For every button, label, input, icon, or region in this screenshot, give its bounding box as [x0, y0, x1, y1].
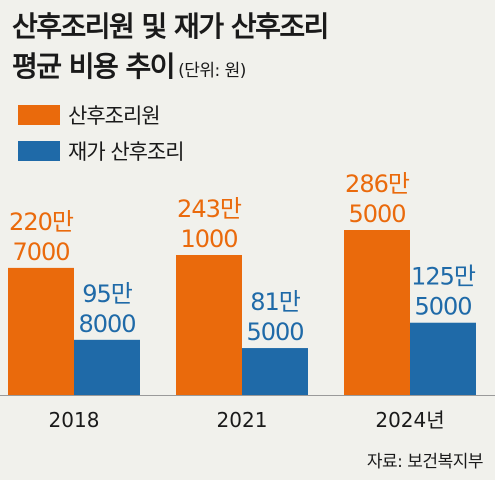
legend-item-0: 산후조리원	[18, 100, 161, 130]
bar-0-1	[176, 254, 242, 395]
legend-item-1: 재가 산후조리	[18, 136, 185, 166]
chart-title-text: 평균 비용 추이	[12, 50, 176, 83]
chart-title-line2: 평균 비용 추이 (단위: 원)	[12, 48, 246, 90]
data-label-0-0-1: 7000	[12, 238, 69, 266]
unit-label: (단위: 원)	[178, 61, 246, 81]
legend-swatch-0	[18, 105, 60, 125]
data-label-1-1-0: 81만	[250, 288, 301, 316]
bar-0-2	[344, 230, 410, 395]
legend-label-0: 산후조리원	[68, 104, 161, 128]
data-label-1-0-1: 8000	[78, 310, 135, 338]
data-label-0-1-0: 243만	[177, 195, 242, 223]
bar-1-1	[242, 348, 308, 395]
bar-1-0	[74, 339, 140, 395]
data-label-1-2-0: 125만	[411, 263, 476, 291]
legend-label-1: 재가 산후조리	[68, 140, 185, 164]
chart-title: 산후조리원 및 재가 산후조리	[12, 10, 329, 43]
legend-swatch-1	[18, 141, 60, 161]
data-label-0-0-0: 220만	[9, 208, 74, 236]
data-label-0-1-1: 1000	[180, 225, 237, 253]
source-note: 자료: 보건복지부	[366, 452, 484, 472]
data-label-0-2-1: 5000	[348, 200, 405, 228]
x-tick-label-0: 2018	[49, 408, 100, 432]
bar-0-0	[8, 267, 74, 395]
data-label-1-1-1: 5000	[246, 318, 303, 346]
x-tick-label-1: 2021	[217, 408, 268, 432]
data-label-1-0-0: 95만	[82, 280, 133, 308]
x-tick-label-2: 2024년	[375, 408, 444, 432]
bar-1-2	[410, 322, 476, 395]
data-label-1-2-1: 5000	[414, 293, 471, 321]
data-label-0-2-0: 286만	[345, 170, 410, 198]
